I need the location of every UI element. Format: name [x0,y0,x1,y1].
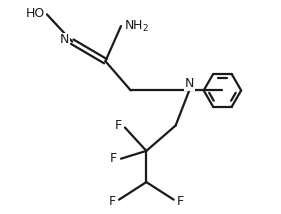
Text: NH$_2$: NH$_2$ [124,18,149,34]
Text: F: F [177,196,184,208]
Text: N: N [185,77,194,90]
Text: HO: HO [26,7,45,20]
Text: N: N [60,33,69,46]
Text: F: F [115,119,122,132]
Text: F: F [110,152,117,165]
Text: F: F [109,196,116,208]
